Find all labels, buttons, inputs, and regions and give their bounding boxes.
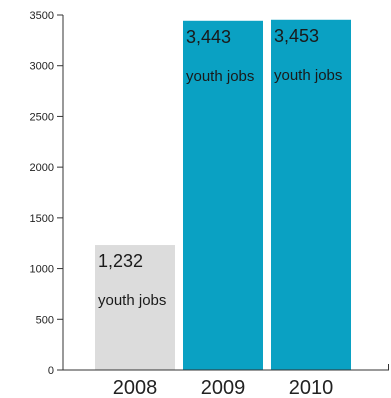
x-tick-label: 2008 bbox=[113, 377, 158, 398]
y-tick-label: 3500 bbox=[30, 10, 54, 22]
y-tick-label: 1500 bbox=[30, 213, 54, 225]
y-tick-label: 1000 bbox=[30, 264, 54, 276]
data-label: 3,453 bbox=[274, 26, 319, 46]
bar-2008 bbox=[95, 245, 175, 370]
bar-2010 bbox=[271, 19, 351, 370]
y-tick-label: 3000 bbox=[30, 61, 54, 73]
data-label-unit: youth jobs bbox=[98, 292, 166, 309]
y-tick-label: 0 bbox=[48, 365, 54, 377]
x-tick-label: 2009 bbox=[201, 377, 246, 398]
bar-2009 bbox=[183, 20, 263, 370]
x-tick-label: 2010 bbox=[289, 377, 334, 398]
bars: 1,232 youth jobs 3,443 youth jobs 3,453 youth… bbox=[95, 19, 351, 370]
y-axis: 0 500 1000 1500 2000 2500 3000 3500 bbox=[30, 10, 64, 377]
data-label-unit: youth jobs bbox=[186, 68, 254, 85]
y-tick-label: 2500 bbox=[30, 111, 54, 123]
data-label-unit: youth jobs bbox=[274, 67, 342, 84]
y-tick-label: 2000 bbox=[30, 162, 54, 174]
data-label: 1,232 bbox=[98, 251, 143, 271]
x-axis: 2008 2009 2010 bbox=[63, 364, 389, 398]
y-tick-label: 500 bbox=[36, 314, 54, 326]
data-label: 3,443 bbox=[186, 27, 231, 47]
